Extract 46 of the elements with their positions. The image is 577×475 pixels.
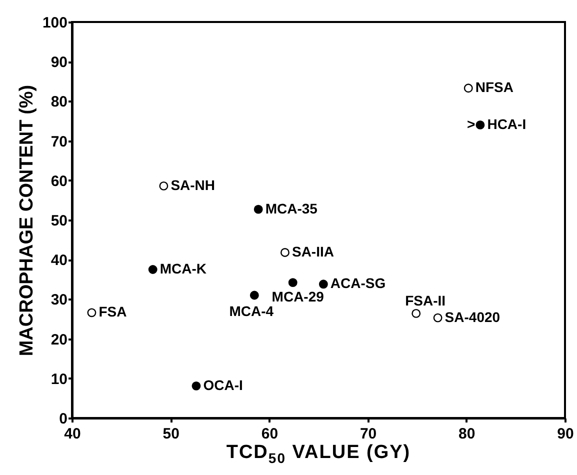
point <box>288 278 298 288</box>
x-tick-label: 70 <box>360 426 377 442</box>
x-tick-label: 40 <box>64 426 81 442</box>
annotation: FSA-II <box>405 292 446 308</box>
y-tick-label: 50 <box>50 212 68 230</box>
point <box>433 313 442 322</box>
annotation: ACA-SG <box>330 275 386 292</box>
annotation: > <box>467 116 476 132</box>
annotation: MCA-35 <box>265 200 318 216</box>
x-tick-label: 80 <box>458 426 476 442</box>
annotation: MCA-K <box>160 260 207 276</box>
y-tick-label: 10 <box>50 370 68 388</box>
y-tick-label: 40 <box>50 252 68 270</box>
y-axis-title: MACROPHAGE CONTENT (%) <box>16 84 38 356</box>
x-axis-title: TCD$_{50}$ VALUE (GY) <box>225 442 412 466</box>
y-tick-label: 20 <box>50 331 68 348</box>
point <box>280 248 290 257</box>
y-tick-label: 30 <box>50 292 68 309</box>
annotation: FSA <box>98 304 127 320</box>
point <box>412 308 421 318</box>
point <box>476 120 485 130</box>
annotation: MCA-4 <box>229 303 274 320</box>
point <box>318 280 328 289</box>
annotation: MCA-29 <box>272 288 324 305</box>
y-tick-label: 100 <box>42 14 68 32</box>
x-tick-label: 90 <box>557 426 574 442</box>
y-tick-label: 60 <box>50 172 68 190</box>
y-tick-label: 70 <box>50 133 68 150</box>
y-tick-label: 0 <box>59 410 68 428</box>
x-tick-label: 50 <box>162 426 180 442</box>
point <box>87 308 96 318</box>
point <box>464 84 473 93</box>
x-tick-label: 60 <box>261 426 278 442</box>
annotation: SA-4020 <box>444 308 500 325</box>
annotation: HCA-I <box>487 116 526 132</box>
y-tick-label: 90 <box>50 54 68 72</box>
annotation: SA-NH <box>170 176 216 193</box>
annotation: SA-IIA <box>292 243 334 260</box>
y-tick-label: 80 <box>50 94 68 111</box>
annotation: OCA-I <box>203 376 243 393</box>
point <box>192 381 201 390</box>
point <box>159 181 168 190</box>
annotation: NFSA <box>475 79 514 96</box>
point <box>250 290 259 300</box>
point <box>254 204 263 214</box>
point <box>148 265 158 274</box>
